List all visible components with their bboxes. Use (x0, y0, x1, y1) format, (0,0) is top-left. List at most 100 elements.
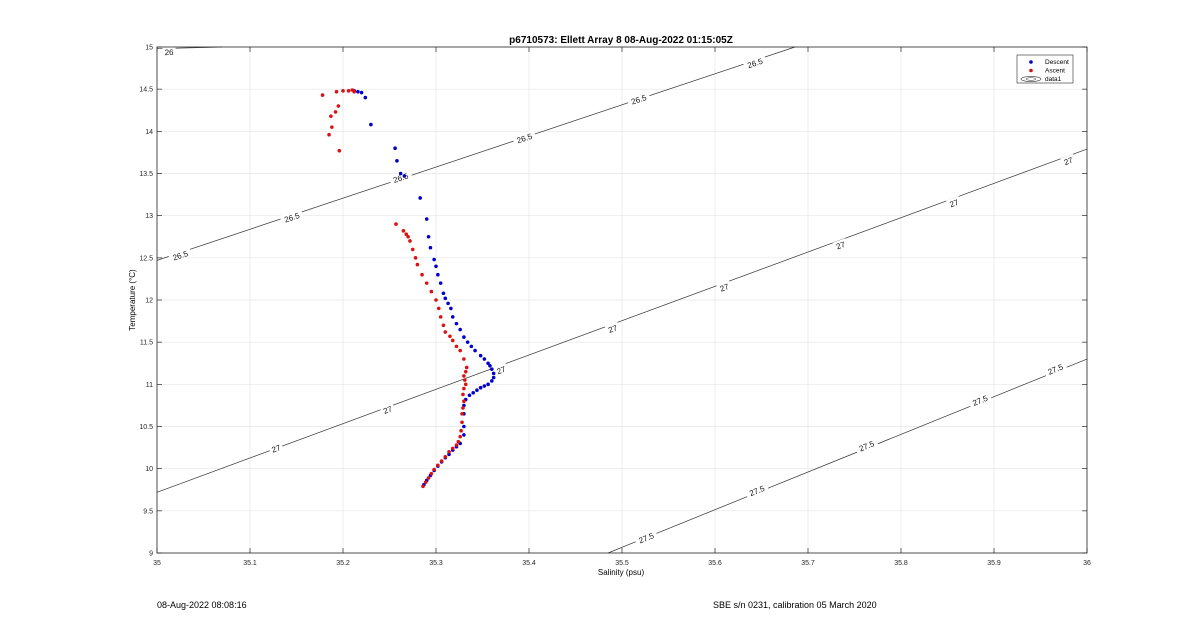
x-tick-label: 35.5 (615, 560, 629, 567)
data-point (333, 110, 338, 114)
contour-line (607, 358, 1088, 554)
data-point (363, 95, 368, 100)
x-tick-label: 35.7 (801, 560, 815, 567)
data-point (463, 369, 468, 374)
data-point (473, 348, 477, 353)
data-point (467, 393, 472, 398)
data-point (458, 434, 462, 439)
legend-marker (1029, 60, 1033, 64)
data-point (327, 132, 331, 137)
data-point (462, 386, 466, 391)
data-point (352, 89, 356, 94)
data-point (475, 388, 479, 393)
x-tick-label: 35.4 (522, 560, 536, 567)
y-tick-label: 14.5 (139, 87, 153, 94)
contour-label: 27 (268, 441, 284, 455)
y-tick-label: 13 (145, 213, 153, 220)
y-tick-label: 13.5 (139, 171, 153, 178)
contour-label: 26.5 (279, 209, 304, 225)
data-point (434, 264, 438, 269)
y-tick-label: 14 (145, 129, 153, 136)
contour-label: 26.5 (168, 247, 193, 263)
data-point (341, 89, 345, 93)
series-descent (352, 89, 496, 487)
y-tick-label: 12.5 (139, 255, 153, 262)
contour-label-text: 27 (948, 198, 960, 210)
data-point (436, 272, 440, 277)
contour-label: 27 (379, 402, 396, 416)
data-point (486, 382, 490, 387)
data-point (462, 399, 466, 404)
data-point (369, 122, 373, 127)
data-point (462, 374, 466, 378)
contour-label-text: 27 (270, 443, 282, 455)
y-tick-label: 11.5 (140, 340, 153, 347)
data-point (441, 291, 446, 296)
contour-label: 27.5 (967, 391, 992, 409)
y-tick-label: 9 (149, 551, 153, 558)
data-point (462, 357, 466, 361)
data-point (465, 340, 470, 344)
data-point (447, 450, 451, 454)
data-point (329, 114, 333, 118)
x-tick-label: 35 (153, 560, 161, 567)
x-tick-label: 35.1 (243, 560, 257, 567)
contour-label: 27 (493, 363, 509, 376)
data-point (428, 245, 433, 250)
y-tick-label: 12 (145, 298, 153, 305)
data-point (469, 344, 474, 349)
footer-date: 08-Aug-2022 08:08:16 (157, 600, 247, 610)
data-point (436, 463, 440, 468)
data-point (471, 390, 476, 395)
data-point (401, 229, 406, 233)
contour-label-bg (279, 209, 304, 225)
data-point (432, 257, 436, 262)
contour-label-bg (604, 321, 621, 335)
contour-line (156, 46, 796, 261)
contour-label: 27.5 (854, 437, 879, 454)
contour-label-bg (1043, 360, 1068, 378)
x-tick-label: 35.8 (894, 560, 908, 567)
contour-label: 27 (716, 280, 732, 294)
contour-label-bg (1060, 153, 1076, 167)
data-point (408, 239, 412, 243)
data-point (395, 159, 399, 163)
contour-label: 27 (1060, 153, 1076, 167)
y-axis-label: Temperature (°C) (128, 269, 137, 331)
data-point (420, 272, 424, 277)
data-point (450, 338, 455, 343)
data-point (450, 315, 455, 319)
data-point (356, 89, 360, 94)
data-point (458, 327, 462, 332)
data-point (448, 334, 452, 339)
data-point (462, 335, 466, 339)
data-point (439, 459, 444, 463)
contour-label-text: 27 (1063, 155, 1075, 167)
data-point (337, 148, 342, 153)
legend-contour-icon (1020, 76, 1042, 82)
data-point (434, 298, 438, 302)
legend-label: data1 (1045, 76, 1062, 83)
legend-label: Ascent (1045, 68, 1065, 75)
data-point (436, 306, 441, 311)
data-point (490, 367, 494, 371)
data-point (334, 89, 339, 94)
data-point (421, 484, 425, 489)
x-tick-label: 35.6 (708, 560, 722, 567)
contour-label-bg (967, 391, 992, 409)
contour-label: 26.5 (626, 90, 651, 107)
data-point (423, 480, 428, 484)
x-tick-label: 35.2 (336, 560, 350, 567)
data-point (460, 412, 464, 416)
data-point (478, 353, 483, 358)
data-point (454, 321, 459, 326)
data-point (320, 93, 325, 97)
series-ascent (320, 88, 469, 489)
contour-label: 27.5 (633, 528, 659, 546)
data-point (491, 371, 496, 376)
contour-label: 27 (946, 196, 962, 210)
contour-label: 27 (604, 321, 621, 335)
data-point (463, 378, 467, 382)
data-point (450, 446, 455, 451)
y-tick-label: 15 (145, 45, 153, 52)
